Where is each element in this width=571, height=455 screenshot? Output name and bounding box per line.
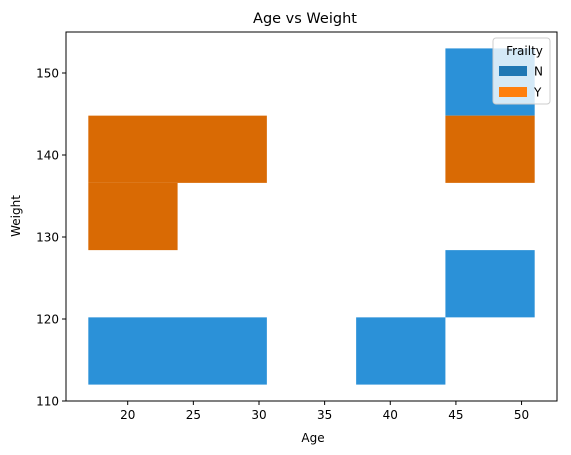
x-tick-label: 30 — [251, 408, 266, 422]
y-axis-label: Weight — [9, 195, 23, 237]
legend-swatch-n — [499, 66, 527, 76]
heatmap-cell-n-0 — [88, 317, 267, 385]
y-tick-label: 140 — [36, 149, 59, 163]
chart-title: Age vs Weight — [253, 11, 357, 27]
x-tick-label: 50 — [514, 408, 529, 422]
axes: 20 25 30 35 40 45 50 110 120 130 140 150 — [36, 31, 558, 422]
y-tick-label: 130 — [36, 231, 59, 245]
plot-frame — [65, 31, 558, 402]
heatmap-cells — [88, 48, 535, 385]
x-tick-label: 35 — [317, 408, 332, 422]
x-tick-label: 25 — [186, 408, 201, 422]
legend-title: Frailty — [506, 44, 543, 58]
y-tick-label: 120 — [36, 313, 59, 327]
x-tick-label: 45 — [448, 408, 463, 422]
heatmap-cell-y-1 — [88, 182, 178, 251]
heatmap-cell-y-2 — [445, 115, 535, 183]
legend-label-y: Y — [533, 86, 542, 100]
legend: Frailty NY — [492, 37, 551, 105]
heatmap-cell-n-2 — [445, 250, 535, 318]
x-axis-label: Age — [301, 431, 324, 445]
legend-label-n: N — [534, 65, 543, 79]
x-tick-label: 20 — [120, 408, 135, 422]
y-tick-label: 110 — [36, 395, 59, 409]
heatmap-cell-y-0 — [88, 115, 267, 183]
legend-swatch-y — [499, 87, 527, 97]
heatmap-cell-n-1 — [356, 317, 446, 385]
y-tick-label: 150 — [36, 67, 59, 81]
x-tick-label: 40 — [383, 408, 398, 422]
